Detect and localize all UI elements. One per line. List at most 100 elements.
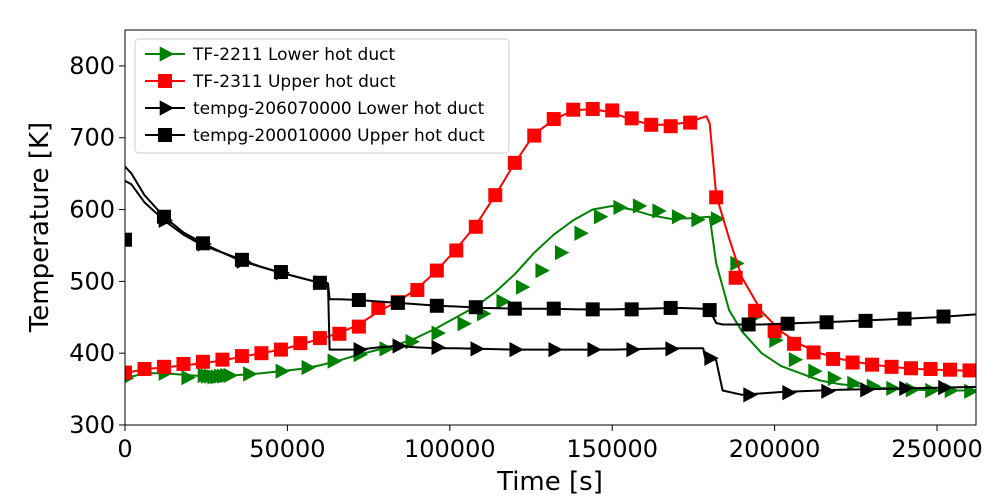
data-point xyxy=(710,211,726,227)
data-point xyxy=(429,298,444,313)
data-point xyxy=(899,380,914,397)
data-point xyxy=(181,369,196,386)
legend-label: TF-2311 Upper hot duct xyxy=(192,72,396,92)
legend-item: TF-2311 Upper hot duct xyxy=(145,72,396,92)
data-point xyxy=(273,342,288,357)
series-3 xyxy=(125,165,976,332)
data-point xyxy=(371,300,386,315)
data-point xyxy=(137,361,152,376)
x-axis-label: Time [s] xyxy=(496,467,603,497)
data-point xyxy=(176,356,191,371)
data-point xyxy=(125,365,132,380)
data-point xyxy=(351,293,366,308)
x-tick-label: 100000 xyxy=(404,435,496,463)
data-point xyxy=(496,293,511,310)
data-point xyxy=(925,382,940,399)
data-point xyxy=(312,331,327,346)
data-point xyxy=(125,232,132,247)
data-point xyxy=(845,355,860,370)
data-point xyxy=(156,359,171,374)
data-point xyxy=(827,370,843,386)
data-point xyxy=(507,155,522,170)
data-point xyxy=(468,300,483,315)
legend-item: tempg-206070000 Lower hot duct xyxy=(145,99,485,119)
data-point xyxy=(449,243,464,258)
plot-frame xyxy=(124,29,977,426)
data-point xyxy=(936,309,951,324)
data-point xyxy=(632,198,648,214)
data-point xyxy=(546,301,561,316)
data-point xyxy=(884,359,899,374)
data-point xyxy=(275,363,290,379)
data-point xyxy=(663,300,678,315)
data-point xyxy=(431,339,446,356)
y-tick-label: 800 xyxy=(69,52,115,80)
data-point xyxy=(585,102,600,116)
data-point xyxy=(195,236,210,251)
data-point xyxy=(527,128,542,143)
data-point xyxy=(806,345,821,360)
data-point xyxy=(613,199,628,216)
data-point xyxy=(865,357,880,372)
legend-item: TF-2211 Lower hot duct xyxy=(145,45,395,65)
y-tick-label: 500 xyxy=(69,267,115,295)
data-point xyxy=(431,325,446,341)
series-1 xyxy=(125,102,976,380)
data-point xyxy=(312,275,327,290)
data-point xyxy=(780,316,795,331)
data-point xyxy=(808,363,823,379)
y-tick-label: 600 xyxy=(69,196,115,224)
data-point xyxy=(962,363,976,378)
data-point xyxy=(457,316,472,332)
y-axis-label: Temperature [K] xyxy=(25,122,55,333)
data-point xyxy=(509,341,524,358)
data-point xyxy=(624,302,639,317)
data-point xyxy=(728,270,743,285)
data-point xyxy=(943,362,958,377)
series-layer xyxy=(125,102,976,403)
data-point xyxy=(897,311,912,326)
data-point xyxy=(626,341,641,358)
data-point xyxy=(574,225,589,241)
data-point xyxy=(301,359,316,376)
data-point xyxy=(788,352,804,368)
data-point xyxy=(605,103,620,118)
legend-item: tempg-200010000 Upper hot duct xyxy=(145,126,485,146)
data-point xyxy=(507,301,522,316)
data-point xyxy=(554,245,570,261)
data-point xyxy=(215,352,230,367)
data-point xyxy=(683,115,698,130)
data-point xyxy=(195,354,210,369)
data-point xyxy=(468,219,483,234)
data-point xyxy=(470,341,485,357)
data-point xyxy=(390,295,405,310)
data-point xyxy=(327,353,342,369)
data-point xyxy=(593,209,609,225)
data-point xyxy=(546,112,561,127)
y-tick-label: 400 xyxy=(69,339,115,367)
legend-marker xyxy=(159,100,175,116)
legend-label: tempg-200010000 Upper hot duct xyxy=(193,126,485,146)
legend-label: tempg-206070000 Lower hot duct xyxy=(193,99,485,119)
data-point xyxy=(488,188,503,203)
data-point xyxy=(923,361,938,376)
data-point xyxy=(819,315,834,330)
data-point xyxy=(847,375,862,391)
data-point xyxy=(741,317,756,332)
data-point xyxy=(624,111,639,126)
data-point xyxy=(254,346,269,361)
data-point xyxy=(858,313,873,328)
legend-box xyxy=(134,38,510,154)
data-point xyxy=(782,385,797,401)
data-point xyxy=(702,303,717,318)
data-point xyxy=(566,102,581,117)
legend-marker xyxy=(159,46,175,62)
y-axis: 300 400 500 600 700 800 xyxy=(69,52,125,439)
data-point xyxy=(351,319,366,334)
data-point xyxy=(392,338,407,354)
data-point xyxy=(535,262,550,279)
data-point xyxy=(663,119,678,134)
data-point xyxy=(860,382,875,398)
x-tick-label: 50000 xyxy=(249,435,325,463)
